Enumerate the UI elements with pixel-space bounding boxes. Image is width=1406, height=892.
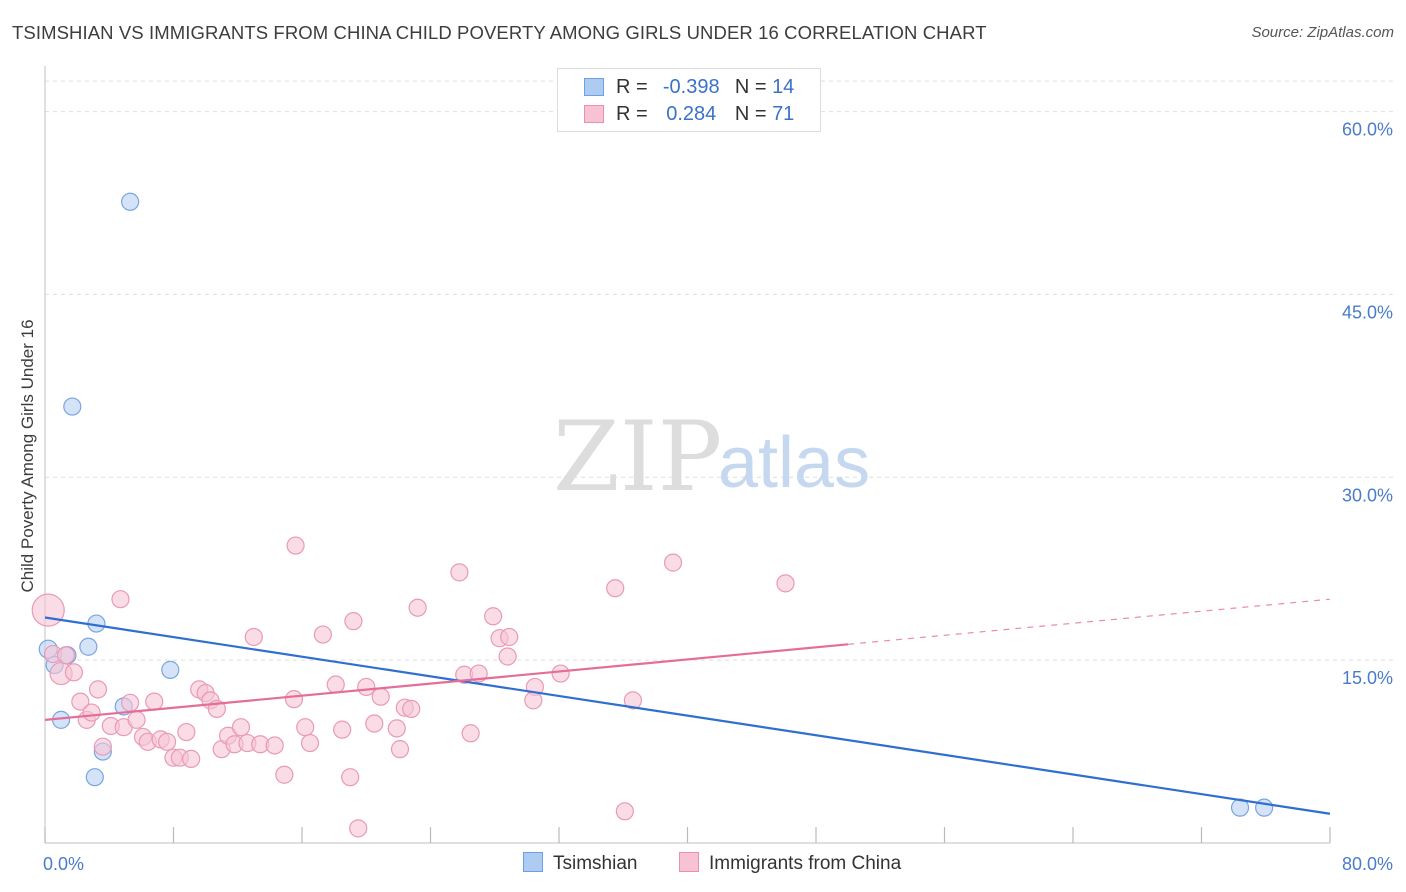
tsimshian-point bbox=[161, 660, 180, 679]
china-point bbox=[341, 768, 360, 787]
legend-r-value: 0.284 bbox=[666, 103, 717, 125]
grid-lines bbox=[45, 80, 1395, 661]
china-point bbox=[498, 647, 517, 666]
tsimshian-trend-line bbox=[44, 616, 1331, 815]
china-point bbox=[500, 627, 519, 647]
y-tick-label: 60.0% bbox=[1342, 120, 1393, 140]
china-point bbox=[333, 720, 352, 739]
x-tick-label: 80.0% bbox=[1342, 854, 1393, 874]
series-swatch-china bbox=[679, 852, 699, 872]
china-point bbox=[524, 691, 543, 710]
china-point bbox=[606, 579, 625, 598]
china-point bbox=[145, 692, 164, 711]
legend-r-value: -0.398 bbox=[662, 76, 720, 98]
x-tick-label: 0.0% bbox=[43, 854, 84, 874]
china-point bbox=[344, 612, 363, 631]
china-point bbox=[615, 802, 634, 821]
legend-row-china: R = 0.284 N = 71 bbox=[584, 103, 794, 126]
china-point bbox=[127, 710, 146, 729]
china-point bbox=[121, 693, 140, 712]
china-point bbox=[275, 765, 294, 784]
series-swatch-tsimshian bbox=[523, 852, 543, 872]
china-point bbox=[776, 574, 795, 593]
china-point bbox=[371, 687, 390, 706]
legend-n-value: 14 bbox=[772, 76, 795, 98]
china-point bbox=[450, 563, 469, 582]
china-point bbox=[284, 690, 304, 709]
legend-n-label: N = bbox=[734, 76, 767, 98]
tsimshian-point bbox=[63, 397, 82, 416]
data-points bbox=[31, 192, 1274, 838]
china-point bbox=[177, 722, 196, 742]
series-label-tsimshian: Tsimshian bbox=[553, 853, 638, 874]
legend-r-label: R = bbox=[616, 76, 648, 98]
china-point bbox=[484, 607, 503, 626]
legend-n-value: 71 bbox=[772, 103, 795, 125]
china-point bbox=[326, 675, 345, 694]
china-point bbox=[88, 680, 108, 699]
watermark: ZIP atlas bbox=[553, 401, 870, 513]
legend-row-tsimshian: R = -0.398 N = 14 bbox=[584, 76, 794, 99]
legend-swatch-china bbox=[584, 105, 604, 123]
china-point bbox=[663, 553, 683, 572]
china-point bbox=[56, 646, 75, 665]
y-tick-label: 30.0% bbox=[1342, 485, 1393, 505]
china-point bbox=[365, 714, 384, 733]
y-tick-label: 15.0% bbox=[1342, 668, 1393, 688]
correlation-legend: R = -0.398 N = 14 R = 0.284 N = 71 bbox=[557, 68, 821, 132]
legend-r-label: R = bbox=[616, 103, 648, 125]
series-legend-tsimshian[interactable]: Tsimshian bbox=[523, 852, 637, 875]
china-point bbox=[461, 724, 480, 743]
y-axis-label: Child Poverty Among Girls Under 16 bbox=[18, 319, 37, 592]
trend-lines bbox=[44, 598, 1331, 815]
tsimshian-point bbox=[121, 192, 140, 211]
china-point bbox=[244, 627, 263, 647]
china-trend-extension bbox=[848, 598, 1331, 645]
china-point bbox=[111, 590, 130, 609]
china-point bbox=[387, 719, 406, 738]
y-tick-label: 45.0% bbox=[1342, 302, 1393, 322]
legend-n-label: N = bbox=[734, 103, 767, 125]
china-point bbox=[64, 663, 84, 682]
tsimshian-point bbox=[79, 637, 98, 656]
china-point bbox=[390, 740, 410, 759]
china-point bbox=[296, 718, 315, 737]
china-point bbox=[623, 691, 642, 710]
china-point bbox=[265, 736, 284, 755]
watermark-atlas: atlas bbox=[718, 423, 870, 503]
china-point bbox=[551, 664, 570, 683]
chart-title: TSIMSHIAN VS IMMIGRANTS FROM CHINA CHILD… bbox=[12, 22, 987, 43]
china-trend-line bbox=[44, 643, 849, 721]
source-label: Source: ZipAtlas.com bbox=[1251, 24, 1394, 41]
china-point bbox=[71, 692, 90, 711]
china-point bbox=[402, 699, 421, 719]
tsimshian-point bbox=[85, 768, 104, 787]
china-point bbox=[182, 749, 201, 768]
china-point bbox=[231, 718, 251, 737]
series-legend-china[interactable]: Immigrants from China bbox=[679, 852, 901, 875]
watermark-zip: ZIP bbox=[553, 401, 722, 513]
china-point bbox=[157, 732, 177, 751]
series-label-china: Immigrants from China bbox=[709, 853, 902, 874]
china-point bbox=[286, 536, 305, 555]
china-point bbox=[93, 737, 112, 756]
legend-swatch-tsimshian bbox=[584, 78, 604, 96]
china-point bbox=[357, 677, 376, 697]
china-point bbox=[349, 819, 368, 838]
china-point bbox=[300, 733, 320, 753]
china-point bbox=[82, 703, 101, 722]
series-legend: Tsimshian Immigrants from China bbox=[0, 852, 1406, 878]
axes: 15.0% 30.0% 45.0% 60.0% 0.0% 80.0% bbox=[43, 66, 1393, 874]
china-point bbox=[408, 598, 427, 617]
china-point bbox=[31, 593, 65, 627]
china-point bbox=[313, 625, 332, 644]
